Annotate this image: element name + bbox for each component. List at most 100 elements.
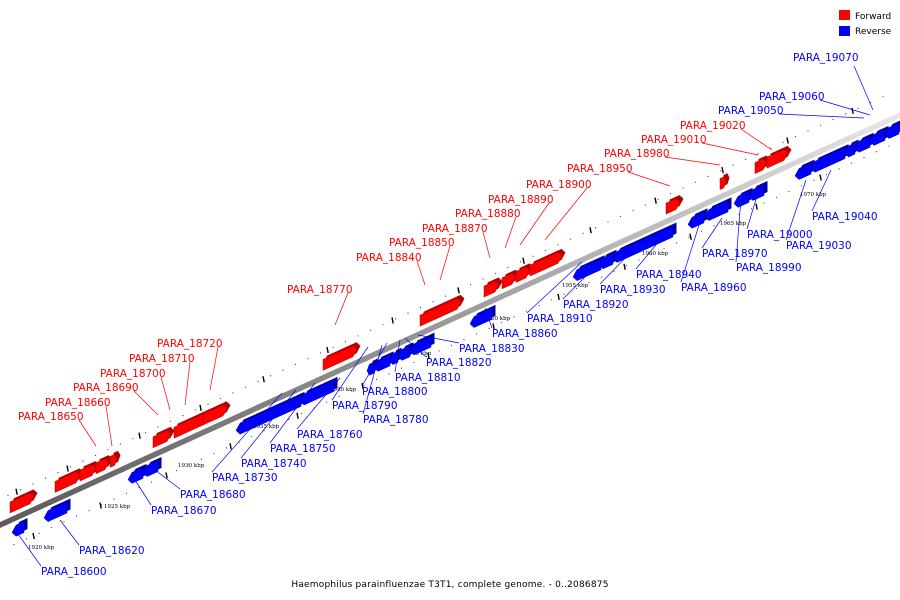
tick-dot xyxy=(144,432,147,434)
tick-dot xyxy=(788,191,790,193)
connector-line xyxy=(133,390,159,416)
tick-dot xyxy=(119,443,122,445)
tick-dot xyxy=(813,179,815,181)
tick-dot xyxy=(325,401,328,403)
tick-dot xyxy=(757,153,759,155)
tick-dot xyxy=(407,312,409,314)
forward-gene xyxy=(483,277,503,298)
tick-dot xyxy=(44,477,47,479)
connector-line xyxy=(811,169,832,212)
forward-gene-label: PARA_18890 xyxy=(488,194,554,206)
major-tick xyxy=(851,107,854,115)
tick-dot xyxy=(769,147,772,149)
tick-dot xyxy=(132,437,134,440)
tick-dot xyxy=(607,221,609,223)
tick-dot xyxy=(682,187,684,189)
tick-dot xyxy=(188,464,190,466)
reverse-gene-label: PARA_18670 xyxy=(151,505,217,517)
tick-dot xyxy=(888,145,890,147)
connector-line xyxy=(680,221,701,283)
tick-dot xyxy=(307,358,309,360)
forward-gene-label: PARA_18840 xyxy=(356,252,422,264)
forward-gene-label: PARA_18650 xyxy=(18,411,84,423)
tick-dot xyxy=(707,175,709,178)
genome-caption: Haemophilus parainfluenzae T3T1, complet… xyxy=(291,580,608,590)
tick-dot xyxy=(225,447,228,449)
legend-forward-swatch xyxy=(839,10,850,20)
forward-gene xyxy=(766,145,792,169)
tick-dot xyxy=(513,316,515,318)
reverse-gene-label: PARA_18790 xyxy=(332,400,398,412)
tick-dot xyxy=(582,232,584,235)
legend: Forward Reverse xyxy=(839,10,892,37)
gene-body xyxy=(235,396,298,435)
connector-line xyxy=(701,217,723,249)
connector-line xyxy=(482,231,491,259)
tick-dot xyxy=(569,238,572,240)
tick-dot xyxy=(213,452,215,455)
tick-dot xyxy=(619,215,622,217)
forward-gene-label: PARA_18880 xyxy=(455,208,521,220)
tick-dot xyxy=(169,420,172,422)
gene-body xyxy=(719,176,727,190)
forward-gene-label: PARA_18700 xyxy=(100,368,166,380)
legend-reverse-swatch xyxy=(839,26,850,36)
tick-dot xyxy=(763,202,765,204)
tick-dot xyxy=(363,384,365,386)
tick-dot xyxy=(832,118,834,121)
kbp-label: 1925 kbp xyxy=(104,504,131,510)
gene-body xyxy=(515,266,531,283)
tick-dot xyxy=(863,156,865,159)
reverse-gene-label: PARA_18780 xyxy=(363,414,429,426)
tick-dot xyxy=(538,304,540,307)
tick-dot xyxy=(350,390,353,392)
reverse-gene-label: PARA_18830 xyxy=(459,343,525,355)
gene-body xyxy=(419,298,462,327)
connector-line xyxy=(439,245,451,281)
connector-line xyxy=(59,519,80,546)
tick-dot xyxy=(688,236,690,238)
kbp-label: 1965 kbp xyxy=(720,221,747,227)
tick-dot xyxy=(13,544,15,546)
kbp-label: 1960 kbp xyxy=(642,251,669,257)
tick-dot xyxy=(288,418,290,420)
major-tick xyxy=(522,257,525,264)
kbp-label: 1945 kbp xyxy=(405,351,432,357)
major-tick xyxy=(819,174,822,181)
major-tick xyxy=(492,323,495,330)
tick-dot xyxy=(744,158,747,161)
reverse-gene-label: PARA_18970 xyxy=(702,248,768,260)
tick-dot xyxy=(694,181,697,183)
forward-gene-label: PARA_18710 xyxy=(129,353,195,365)
gene-body xyxy=(373,354,391,372)
connector-line xyxy=(78,419,97,447)
tick-dot xyxy=(94,454,97,457)
major-tick xyxy=(721,166,724,174)
connector-line xyxy=(417,334,460,344)
gene-body xyxy=(299,379,335,406)
gene-body xyxy=(152,430,172,449)
reverse-gene-label: PARA_18810 xyxy=(395,372,461,384)
tick-dot xyxy=(432,301,434,303)
tick-dot xyxy=(550,299,553,301)
reverse-gene xyxy=(598,249,617,270)
reverse-gene-label: PARA_18920 xyxy=(563,299,629,311)
tick-dot xyxy=(450,344,453,346)
tick-dot xyxy=(157,426,159,428)
tick-dot xyxy=(600,276,603,278)
connector-line xyxy=(504,216,517,249)
gene-body xyxy=(598,252,614,270)
major-tick xyxy=(427,352,430,360)
kbp-label: 1955 kbp xyxy=(562,283,589,289)
connector-line xyxy=(211,392,283,473)
major-tick xyxy=(326,346,329,354)
tick-dot xyxy=(475,333,478,335)
tick-dot xyxy=(838,168,840,170)
tick-dot xyxy=(357,335,359,337)
tick-dot xyxy=(488,327,490,329)
forward-gene xyxy=(109,450,121,468)
forward-gene-label: PARA_18720 xyxy=(157,338,223,350)
reverse-gene-label: PARA_19000 xyxy=(747,229,813,241)
tick-dot xyxy=(669,192,672,195)
